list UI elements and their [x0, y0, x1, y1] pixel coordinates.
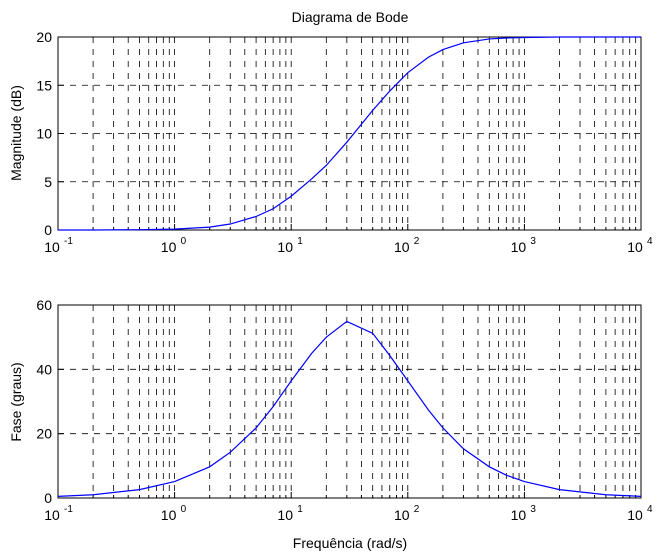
x-tick-exponent: 1 [297, 236, 303, 247]
x-tick-label: 10 [394, 239, 410, 255]
x-tick-label: 10 [511, 239, 527, 255]
x-tick-exponent: -1 [64, 504, 73, 515]
x-tick-exponent: -1 [64, 236, 73, 247]
x-tick-label: 10 [394, 507, 410, 523]
chart-title: Diagrama de Bode [292, 9, 409, 25]
y-tick-label: 5 [44, 174, 52, 190]
y-tick-label: 0 [44, 490, 52, 506]
x-tick-label: 10 [161, 507, 177, 523]
x-tick-exponent: 3 [530, 236, 536, 247]
x-tick-label: 10 [44, 507, 60, 523]
x-tick-label: 10 [44, 239, 60, 255]
x-tick-exponent: 4 [647, 236, 653, 247]
y-tick-label: 20 [36, 426, 52, 442]
y-tick-label: 10 [36, 126, 52, 142]
series-line [58, 36, 641, 231]
plot-frame [57, 36, 642, 231]
x-tick-exponent: 1 [297, 504, 303, 515]
x-tick-exponent: 3 [530, 504, 536, 515]
x-tick-exponent: 4 [647, 504, 653, 515]
x-tick-label: 10 [277, 239, 293, 255]
x-tick-exponent: 0 [181, 504, 187, 515]
x-tick-exponent: 0 [181, 236, 187, 247]
x-tick-exponent: 2 [414, 504, 420, 515]
y-tick-label: 15 [36, 77, 52, 93]
series-line [57, 320, 642, 497]
y-axis-label-magnitude: Magnitude (dB) [8, 85, 24, 181]
x-tick-label: 10 [161, 239, 177, 255]
y-tick-label: 60 [36, 297, 52, 313]
y-axis-label-phase: Fase (graus) [8, 362, 24, 441]
plot-frame [57, 304, 642, 499]
x-tick-label: 10 [627, 239, 643, 255]
x-tick-label: 10 [277, 507, 293, 523]
x-tick-label: 10 [627, 507, 643, 523]
x-tick-exponent: 2 [414, 236, 420, 247]
y-tick-label: 0 [44, 222, 52, 238]
x-axis-label: Frequência (rad/s) [293, 535, 407, 551]
y-tick-label: 20 [36, 29, 52, 45]
y-tick-label: 40 [36, 361, 52, 377]
x-tick-label: 10 [511, 507, 527, 523]
